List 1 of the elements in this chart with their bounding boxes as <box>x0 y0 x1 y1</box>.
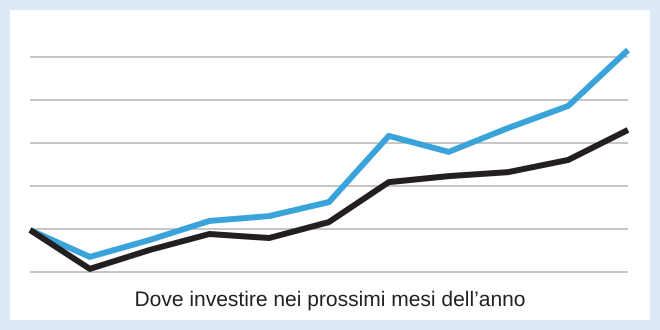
text: Dove investire nei prossimi mesi dell’anno <box>134 288 526 311</box>
